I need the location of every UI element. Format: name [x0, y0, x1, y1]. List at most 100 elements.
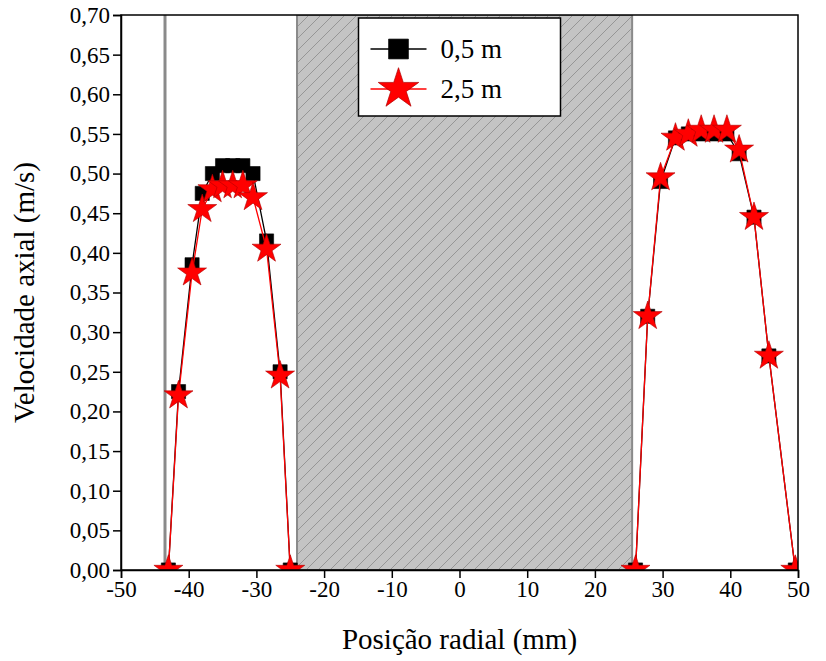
tick-mark [113, 213, 121, 215]
tick: 10 [516, 570, 539, 602]
region [297, 15, 632, 570]
tick-label: 0,65 [70, 43, 110, 68]
tick: 0,65 [70, 43, 121, 68]
tick: 0,15 [70, 439, 121, 464]
tick-mark [113, 94, 121, 96]
marker [712, 115, 741, 143]
tick-label: 0,25 [70, 360, 110, 385]
marker [646, 162, 675, 190]
tick-mark [113, 253, 121, 255]
tick-label: 0,70 [70, 3, 110, 28]
y-axis: 0,00 0,05 0,10 0,15 0,20 0,25 0,30 0,35 0,40 0,45… [70, 3, 122, 583]
tick-mark [113, 570, 121, 572]
tick: 0,25 [70, 360, 121, 385]
tick-label: 0,40 [70, 241, 110, 266]
axis-line [113, 16, 122, 571]
marker [239, 182, 268, 210]
tick: 20 [584, 570, 607, 602]
legend-label: 2,5 m [441, 74, 503, 104]
tick: -30 [242, 570, 273, 602]
tick-label: 10 [516, 577, 539, 602]
tick-mark [113, 530, 121, 532]
tick-mark [113, 54, 121, 56]
tick-label: 0,55 [70, 122, 110, 147]
marker [154, 555, 183, 570]
chart: -50-40-30-20-10010203040500,000,050,100,… [0, 0, 826, 661]
tick: 0,30 [70, 320, 121, 345]
legend-marker [378, 68, 419, 107]
tick-label: 20 [584, 577, 607, 602]
tick: -40 [174, 570, 205, 602]
tick: 30 [652, 570, 675, 602]
tick: 0 [454, 570, 466, 602]
marker [252, 234, 281, 262]
marker [633, 301, 662, 329]
marker [725, 135, 754, 163]
series-line [168, 134, 795, 570]
marker [276, 555, 305, 570]
tick-label: 0,15 [70, 439, 110, 464]
tick-label: 50 [787, 577, 810, 602]
tick-mark [113, 292, 121, 294]
tick: 40 [719, 570, 742, 602]
tick: 0,35 [70, 280, 121, 305]
tick-label: 0,50 [70, 161, 110, 186]
tick: -20 [309, 570, 340, 602]
legend-marker [389, 39, 409, 59]
tick-label: 0,20 [70, 399, 110, 424]
marker [740, 202, 769, 230]
tick-mark [113, 332, 121, 334]
tick-label: -10 [377, 577, 408, 602]
marker [164, 380, 193, 408]
marker [246, 167, 260, 181]
series-line [168, 130, 795, 570]
tick-mark [113, 411, 121, 413]
tick: 0,55 [70, 122, 121, 147]
tick-label: 30 [652, 577, 675, 602]
tick-mark [113, 173, 121, 175]
tick-label: 40 [719, 577, 742, 602]
tick: 0,05 [70, 518, 121, 543]
x-axis: -50 -40 -30 -20 -10 0 10 20 30 40 50 [106, 570, 810, 602]
tick: 0,60 [70, 82, 121, 107]
tick-label: 0,10 [70, 479, 110, 504]
tick-mark [113, 490, 121, 492]
marker [266, 361, 295, 389]
tick-label: 0,30 [70, 320, 110, 345]
tick-label: -20 [309, 577, 340, 602]
marker [754, 341, 783, 369]
tick-mark [113, 134, 121, 136]
tick-label: -30 [242, 577, 273, 602]
wall-line [164, 15, 167, 570]
legend-label: 0,5 m [441, 34, 503, 64]
tick: 0,45 [70, 201, 121, 226]
marker [781, 555, 798, 570]
tick: 0,10 [70, 479, 121, 504]
tick-label: 0,05 [70, 518, 110, 543]
tick-label: -40 [174, 577, 205, 602]
y-axis-title: Velocidade axial (m/s) [8, 162, 41, 423]
tick-label: 0,00 [70, 558, 110, 583]
tick-mark [113, 451, 121, 453]
tick-mark [113, 15, 121, 17]
plot-frame [121, 15, 798, 570]
x-axis-title: Posição radial (mm) [342, 623, 577, 656]
tick-label: 0 [454, 577, 466, 602]
tick: 50 [787, 570, 810, 602]
tick: 0,00 [70, 558, 121, 583]
marker [621, 555, 650, 570]
tick: -50 [106, 570, 137, 602]
tick: 0,20 [70, 399, 121, 424]
tick-mark [113, 372, 121, 374]
tick: 0,40 [70, 241, 121, 266]
tick-label: -50 [106, 577, 137, 602]
legend-box [359, 18, 561, 116]
legend: 0,5 m 2,5 m [359, 18, 561, 116]
plot-area [154, 15, 798, 570]
tick-label: 0,45 [70, 201, 110, 226]
tick: 0,70 [70, 3, 121, 28]
tick-label: 0,60 [70, 82, 110, 107]
marker [178, 257, 207, 285]
tick: -10 [377, 570, 408, 602]
tick: 0,50 [70, 161, 121, 186]
